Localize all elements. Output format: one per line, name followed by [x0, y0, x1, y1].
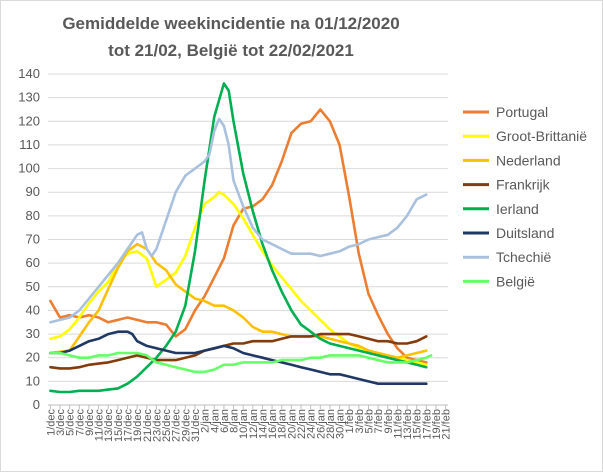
x-tick-label: 13/feb — [402, 409, 414, 440]
legend-item: Groot-Brittanië — [463, 128, 587, 144]
series-line-5 — [49, 330, 428, 385]
x-tick-label: 20/jan — [286, 409, 298, 439]
x-tick-label: 9/feb — [383, 409, 395, 433]
series-line-6 — [49, 117, 428, 324]
series-line-1 — [49, 190, 428, 367]
x-tick-label: 18/jan — [277, 409, 289, 439]
y-tick-label: 50 — [26, 279, 40, 294]
y-tick-label: 40 — [26, 302, 40, 317]
x-tick-label: 21/dec — [142, 409, 154, 443]
x-tick-label: 10/jan — [238, 409, 250, 439]
y-tick-label: 80 — [26, 208, 40, 223]
y-tick-label: 110 — [19, 137, 40, 152]
y-tick-label: 90 — [26, 184, 40, 199]
y-tick-label: 70 — [26, 232, 40, 247]
x-tick-label: 1/feb — [344, 409, 356, 433]
series-line-7 — [49, 351, 433, 374]
x-tick-label: 1/dec — [45, 409, 57, 436]
x-tick-label: 3/dec — [55, 409, 67, 436]
legend-item: België — [463, 273, 535, 289]
legend-item: Portugal — [463, 104, 548, 120]
legend: Portugal Groot-Brittanië Nederland Frankrij… — [463, 104, 587, 289]
y-tick-label: 20 — [26, 350, 40, 365]
y-tick-label: 100 — [18, 161, 40, 176]
x-tick-label: 27/dec — [171, 409, 183, 443]
x-tick-label: 12/jan — [248, 409, 260, 439]
x-tick-label: 14/jan — [257, 409, 269, 439]
x-tick-label: 17/feb — [421, 409, 433, 440]
legend-item: Frankrijk — [463, 177, 551, 193]
series-lines — [49, 82, 433, 394]
chart-title-line-2: tot 21/02, België tot 22/02/2021 — [108, 41, 354, 60]
y-axis: 0 10 20 30 40 50 60 70 80 90 100 110 120 130 140 — [18, 66, 40, 412]
x-tick-label: 29/dec — [180, 409, 192, 443]
legend-label: Ierland — [496, 201, 539, 217]
x-tick-label: 15/feb — [412, 409, 424, 440]
legend-label: Portugal — [496, 104, 548, 120]
series-line-4 — [49, 82, 428, 394]
x-tick-label: 4/jan — [209, 409, 221, 433]
x-tick-label: 30/jan — [335, 409, 347, 439]
x-tick-label: 17/dec — [123, 409, 135, 443]
legend-label: Groot-Brittanië — [496, 128, 587, 144]
legend-label: Duitsland — [496, 225, 554, 241]
x-tick-label: 2/jan — [200, 409, 212, 433]
legend-label: Nederland — [496, 152, 561, 168]
chart-title-line-1: Gemiddelde weekincidentie na 01/12/2020 — [62, 14, 400, 33]
x-tick-label: 11/feb — [392, 409, 404, 439]
y-tick-label: 10 — [26, 373, 40, 388]
y-tick-label: 120 — [18, 113, 40, 128]
legend-label: België — [496, 273, 535, 289]
x-tick-label: 5/feb — [363, 409, 375, 433]
x-tick-label: 7/feb — [373, 409, 385, 433]
legend-item: Ierland — [463, 201, 539, 217]
legend-item: Duitsland — [463, 225, 554, 241]
x-tick-label: 5/dec — [65, 409, 77, 436]
x-tick-label: 13/dec — [103, 409, 115, 443]
legend-item: Tchechië — [463, 249, 551, 265]
legend-label: Tchechië — [496, 249, 551, 265]
series-line-3 — [49, 332, 428, 370]
x-axis: 1/dec3/dec5/dec7/dec9/dec11/dec13/dec15/… — [45, 404, 453, 443]
x-tick-label: 15/dec — [113, 409, 125, 443]
legend-label: Frankrijk — [496, 177, 551, 193]
series-line-2 — [49, 242, 428, 359]
y-tick-label: 60 — [26, 255, 40, 270]
x-tick-label: 31/dec — [190, 409, 202, 443]
x-tick-label: 28/jan — [325, 409, 337, 439]
y-tick-label: 0 — [33, 397, 40, 412]
x-tick-label: 9/dec — [84, 409, 96, 436]
x-tick-label: 8/jan — [229, 409, 241, 433]
x-tick-label: 6/jan — [219, 409, 231, 433]
x-tick-label: 23/dec — [151, 409, 163, 443]
x-tick-label: 16/jan — [267, 409, 279, 439]
y-tick-label: 30 — [26, 326, 40, 341]
x-tick-label: 25/dec — [161, 409, 173, 443]
x-tick-label: 19/dec — [132, 409, 144, 443]
x-tick-label: 3/feb — [354, 409, 366, 433]
x-tick-label: 24/jan — [306, 409, 318, 439]
x-tick-label: 11/dec — [94, 409, 106, 442]
y-tick-label: 130 — [18, 90, 40, 105]
x-tick-label: 19/feb — [431, 409, 443, 440]
x-tick-label: 22/jan — [296, 409, 308, 439]
x-tick-label: 21/feb — [441, 409, 453, 440]
y-tick-label: 140 — [18, 66, 40, 81]
x-tick-label: 7/dec — [74, 409, 86, 436]
x-tick-label: 26/jan — [315, 409, 327, 439]
series-line-0 — [49, 108, 428, 364]
legend-item: Nederland — [463, 152, 561, 168]
